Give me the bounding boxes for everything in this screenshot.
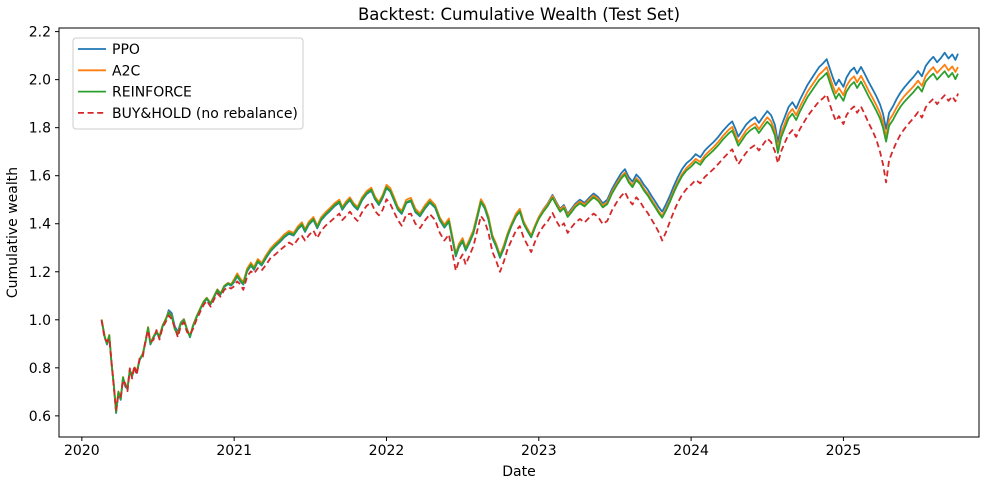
y-tick-label: 1.6	[29, 169, 51, 185]
y-tick-label: 0.6	[29, 409, 51, 425]
legend-item-reinforce: REINFORCE	[78, 85, 192, 101]
y-tick-label: 1.4	[29, 217, 51, 233]
y-tick-label: 1.8	[29, 121, 51, 137]
legend-item-ppo: PPO	[78, 42, 140, 58]
series-lines	[100, 51, 959, 414]
y-tick-label: 1.0	[29, 313, 51, 329]
legend-label-reinforce: REINFORCE	[112, 85, 192, 101]
axis-ticks: 2020 2021 2022 2023 2024 2025 0.6 0.8 1.0 1.2 1.4 1…	[29, 25, 862, 459]
legend-label-a2c: A2C	[112, 63, 140, 79]
x-tick-label: 2021	[216, 443, 252, 459]
chart-title: Backtest: Cumulative Wealth (Test Set)	[358, 5, 680, 24]
x-tick-label: 2020	[64, 443, 100, 459]
legend-label-buy-hold-no-rebalance: BUY&HOLD (no rebalance)	[112, 106, 298, 122]
x-tick-label: 2023	[521, 443, 557, 459]
legend-item-a2c: A2C	[78, 63, 140, 79]
legend-label-ppo: PPO	[112, 42, 140, 58]
series-line-buy-hold-no-rebalance	[100, 93, 959, 411]
x-tick-label: 2025	[826, 443, 862, 459]
y-tick-label: 0.8	[29, 361, 51, 377]
plot-spines	[58, 27, 980, 438]
x-axis-label: Date	[502, 464, 535, 480]
legend: PPO A2C REINFORCE BUY&HOLD (no rebalance)	[72, 37, 304, 130]
x-tick-label: 2022	[369, 443, 405, 459]
y-tick-label: 2.2	[29, 25, 51, 41]
legend-item-buy-hold-no-rebalance: BUY&HOLD (no rebalance)	[78, 106, 298, 122]
legend-frame	[72, 37, 304, 130]
series-line-reinforce	[100, 70, 959, 414]
y-axis-label: Cumulative wealth	[5, 167, 21, 298]
y-tick-label: 2.0	[29, 73, 51, 89]
x-tick-label: 2024	[673, 443, 709, 459]
y-tick-label: 1.2	[29, 265, 51, 281]
